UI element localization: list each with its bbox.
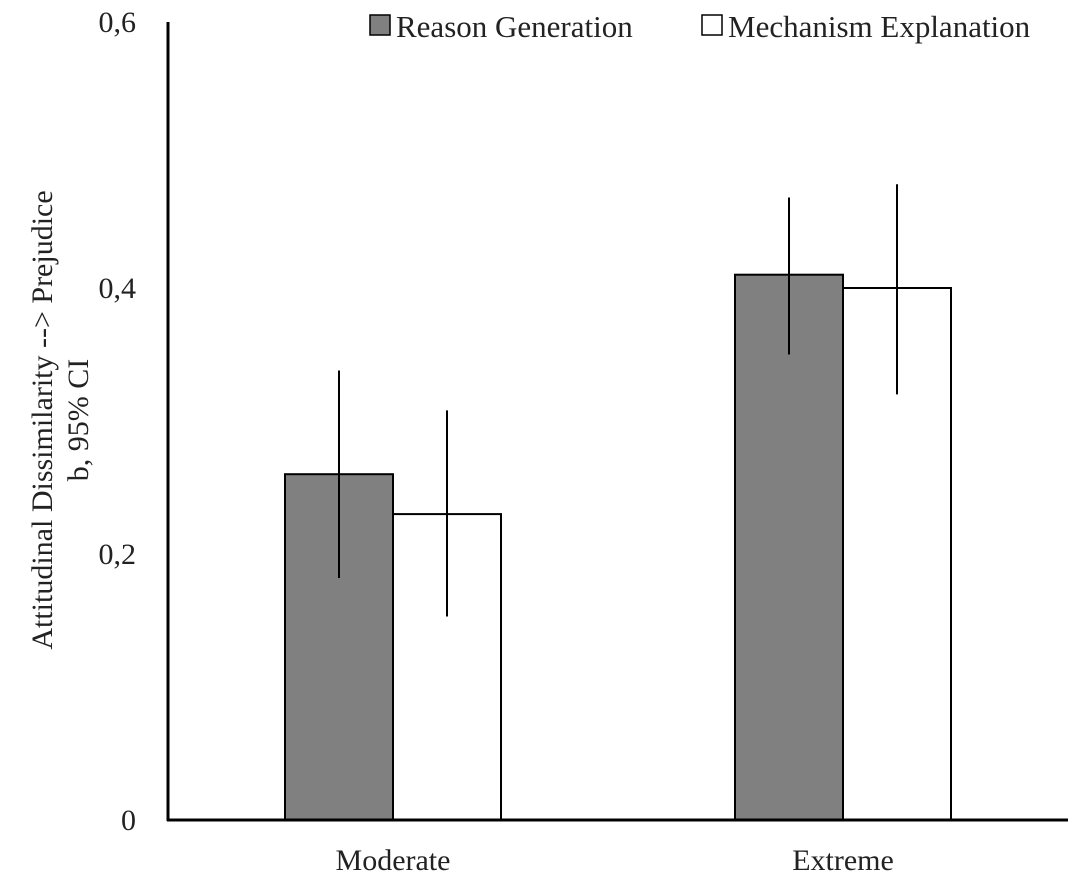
- x-category-label: Extreme: [792, 844, 894, 877]
- y-tick-label: 0,4: [99, 272, 137, 305]
- x-axis-categories: Moderate Extreme: [336, 844, 894, 877]
- error-bars: [338, 184, 898, 617]
- bars: [284, 273, 952, 821]
- y-axis-title-line-2: b, 95% CI: [62, 359, 95, 482]
- axes: [166, 22, 1068, 822]
- legend-swatch-0: [369, 14, 391, 36]
- legend-swatch-1: [701, 14, 723, 36]
- bar-0-1: [734, 273, 844, 821]
- y-tick-label: 0,6: [99, 6, 137, 39]
- x-category-label: Moderate: [336, 844, 451, 877]
- legend-label-0: Reason Generation: [396, 9, 633, 44]
- legend: Reason Generation Mechanism Explanation: [369, 9, 1031, 44]
- y-axis-title-line-1: Attitudinal Dissimilarity --> Prejudice: [26, 190, 59, 649]
- y-tick-label: 0,2: [99, 538, 137, 571]
- y-axis-ticks: 0 0,2 0,4 0,6: [99, 6, 137, 837]
- y-axis-title: Attitudinal Dissimilarity --> Prejudice …: [26, 190, 95, 649]
- y-tick-label: 0: [121, 804, 136, 837]
- legend-label-1: Mechanism Explanation: [728, 9, 1031, 44]
